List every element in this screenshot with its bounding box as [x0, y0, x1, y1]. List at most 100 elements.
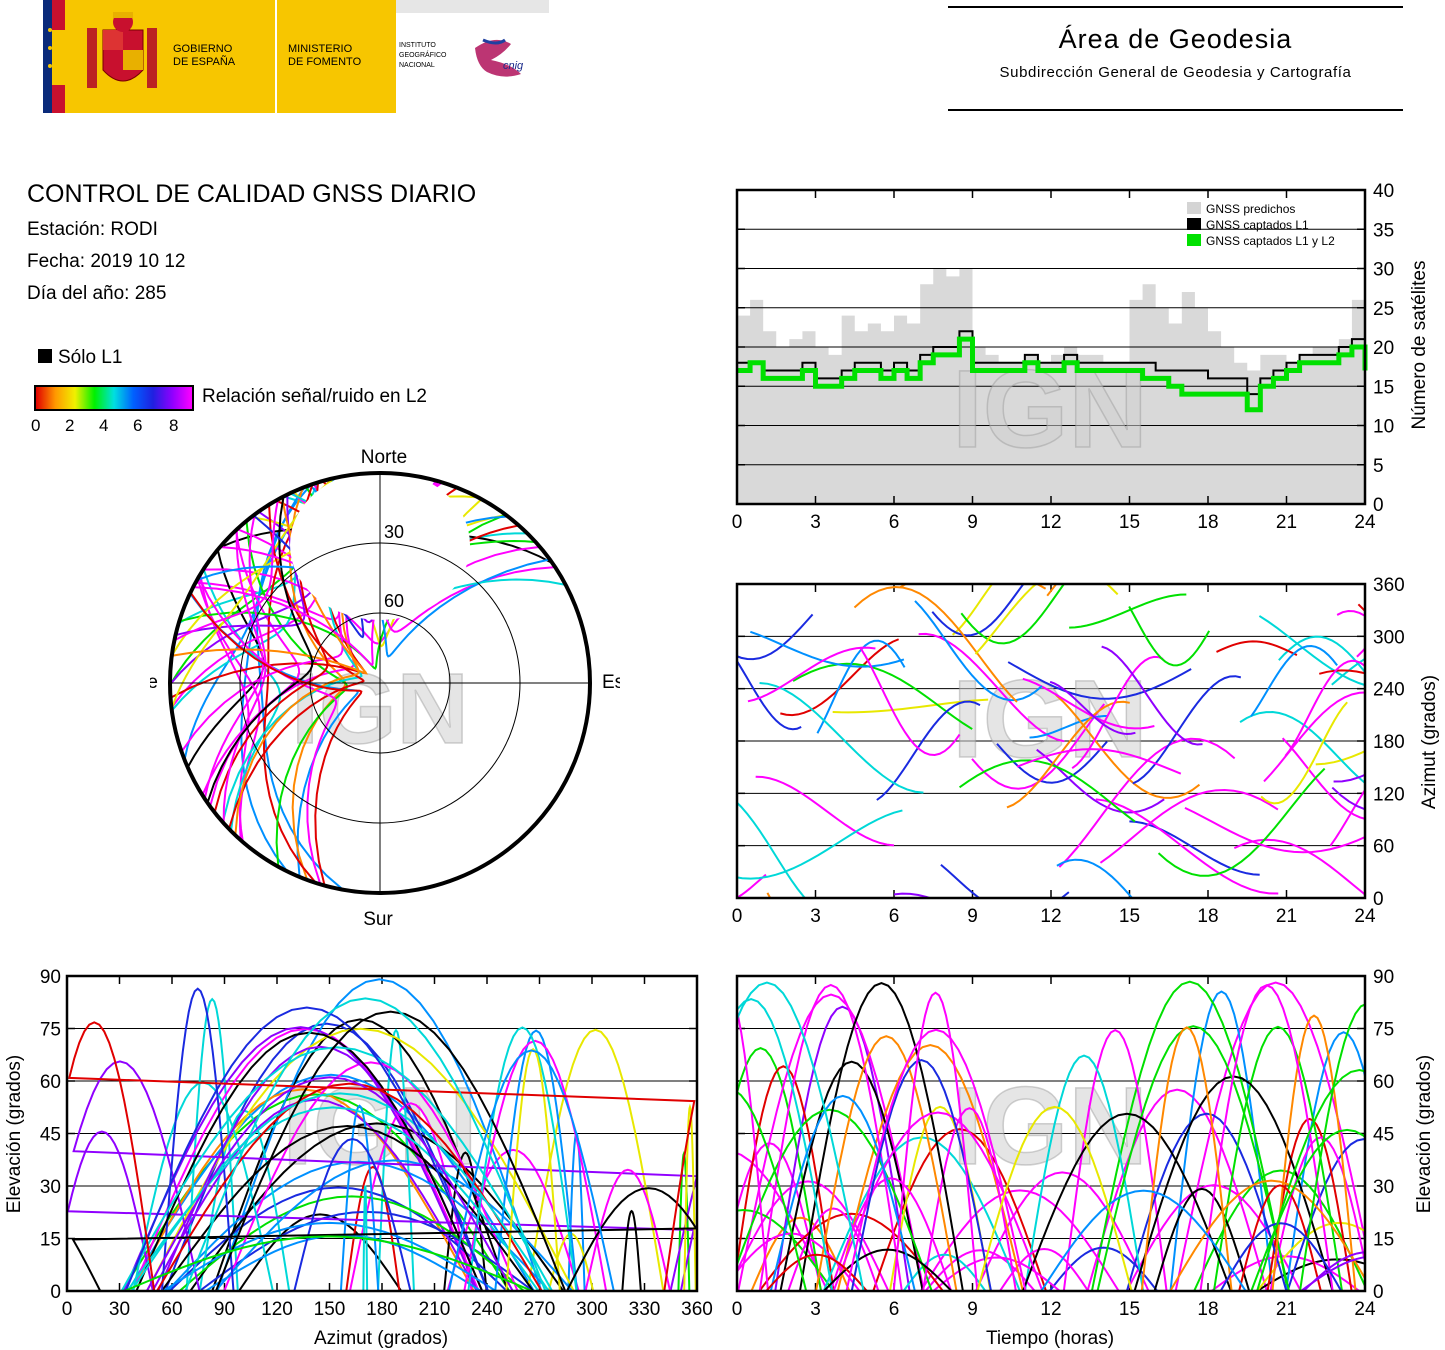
elevation-azimuth-chart: IGN 0 15 30 45 60 75 90 0 30 60 90 120 150 180 210 240 2…	[4, 967, 713, 1349]
azimuth-trace	[1284, 659, 1365, 757]
elevation-time-trace	[779, 1060, 924, 1291]
azimuth-trace	[1331, 786, 1365, 811]
satellites-legend: GNSS predichos GNSS captados L1 GNSS capta…	[1187, 202, 1335, 248]
azimuth-trace	[1216, 640, 1298, 656]
x-tick-label: 3	[810, 1299, 821, 1320]
elevation-azimuth-trace	[494, 1029, 578, 1291]
azimuth-trace	[759, 682, 924, 794]
azimuth-trace	[1101, 645, 1203, 746]
skyplot: Norte Sur Este Oeste IGN 30 60	[150, 447, 620, 930]
logo-min-line1: MINISTERIO	[288, 43, 353, 55]
elevation-azimuth-trace	[293, 1137, 412, 1291]
logo-ign-line2: GEOGRÁFICO	[399, 52, 447, 59]
x-tick-label: 12	[1040, 512, 1061, 533]
skyplot-south-label: Sur	[363, 909, 393, 930]
y-tick-label: 15	[1373, 1230, 1394, 1251]
elevation-azimuth-trace	[463, 1039, 608, 1291]
elevation-azimuth-trace	[145, 1076, 514, 1291]
series-l1l2-line	[737, 336, 1368, 413]
elevation-time-trace	[1285, 1031, 1365, 1291]
elevation-time-trace	[737, 1008, 769, 1291]
elevation-time-trace	[1299, 1003, 1365, 1291]
x-tick-label: 0	[732, 906, 743, 927]
x-tick-label: 240	[471, 1299, 503, 1320]
elevation-time-trace	[774, 1005, 911, 1291]
elevation-time-trace	[769, 1094, 916, 1291]
station-label: Estación: RODI	[27, 219, 158, 240]
azimuth-trace	[737, 613, 814, 661]
azimuth-trace	[974, 584, 1119, 655]
elevation-azimuth-trace	[160, 1125, 534, 1291]
legend-swatch	[1187, 234, 1201, 246]
x-tick-label: 360	[681, 1299, 713, 1320]
skyplot-border	[168, 471, 592, 895]
elevation-time-trace	[1219, 1222, 1343, 1291]
elevation-time-trace	[750, 1216, 851, 1291]
x-tick-label: 60	[161, 1299, 182, 1320]
elevation-time-trace	[850, 1059, 992, 1291]
elevation-azimuth-ylabel: Elevación (grados)	[4, 1055, 25, 1213]
azimuth-time-ticks: 0 60 120 180 240 300 360 0 3 6 9 12 15 18 21 24	[732, 575, 1405, 927]
y-tick-label: 60	[1373, 837, 1394, 858]
azimuth-trace	[1315, 750, 1365, 766]
elevation-azimuth-trace	[168, 1186, 508, 1291]
elevation-time-trace	[798, 982, 964, 1291]
elevation-azimuth-trace	[339, 1104, 380, 1291]
snr-tick: 0	[31, 416, 41, 435]
azimuth-trace	[1016, 748, 1182, 775]
elevation-time-trace	[1269, 1136, 1365, 1291]
snr-tick: 2	[65, 416, 75, 435]
y-tick-label: 60	[1373, 1072, 1394, 1093]
azimuth-trace	[1329, 788, 1365, 847]
y-tick-label: 240	[1373, 680, 1405, 701]
elevation-time-chart: IGN 0 15 30 45 60 75 90 0 3 6 9 12 15 18 21 24 Elevació…	[732, 967, 1435, 1349]
x-tick-label: 120	[261, 1299, 293, 1320]
y-tick-label: 20	[1373, 338, 1394, 359]
elevation-azimuth-ticks: 0 15 30 45 60 75 90 0 30 60 90 120 150 180 210 240 270 30…	[40, 967, 713, 1320]
skyplot-trace	[189, 591, 363, 886]
elevation-azimuth-trace	[160, 987, 235, 1291]
elevation-azimuth-trace	[146, 1027, 575, 1291]
x-tick-label: 21	[1276, 1299, 1297, 1320]
elevation-time-trace	[1140, 1026, 1233, 1291]
y-tick-label: 0	[1373, 889, 1384, 910]
elevation-time-trace	[1199, 984, 1334, 1291]
elevation-time-ylabel: Elevación (grados)	[1414, 1055, 1435, 1213]
elevation-time-trace	[1096, 1025, 1290, 1291]
y-tick-label: 15	[1373, 377, 1394, 398]
elevation-time-ticks: 0 15 30 45 60 75 90 0 3 6 9 12 15 18 21 24	[732, 967, 1394, 1320]
x-tick-label: 24	[1354, 1299, 1376, 1320]
legend-label: GNSS captados L1	[1206, 218, 1309, 232]
solo-l1-swatch	[38, 349, 52, 363]
date-label: Fecha: 2019 10 12	[27, 251, 186, 272]
elevation-azimuth-trace	[71, 1187, 697, 1291]
elevation-time-trace	[1300, 1256, 1365, 1291]
elevation-azimuth-trace	[189, 1122, 565, 1291]
skyplot-ring-label: 60	[384, 591, 404, 611]
elevation-time-trace	[1125, 1112, 1288, 1291]
elevation-time-trace	[976, 1105, 1133, 1291]
legend-swatch	[1187, 218, 1201, 230]
elevation-azimuth-trace	[151, 1098, 478, 1291]
azimuth-time-plot: IGN	[735, 582, 1367, 900]
elevation-azimuth-trace	[185, 997, 239, 1291]
azimuth-trace	[951, 584, 994, 636]
elevation-azimuth-xlabel: Azimut (grados)	[314, 1328, 448, 1349]
azimuth-trace	[1049, 680, 1136, 735]
header-rule-top	[948, 6, 1403, 8]
azimuth-time-chart: IGN 0 60 120 180 240 300 360 0 3 6 9 12 15 18 21 24 Azi…	[732, 575, 1440, 927]
azimuth-trace	[750, 630, 905, 668]
legend-label: GNSS captados L1 y L2	[1206, 234, 1335, 248]
x-tick-label: 9	[967, 1299, 978, 1320]
y-tick-label: 0	[50, 1282, 61, 1303]
azimuth-trace	[894, 892, 933, 898]
logo-ign-line1: INSTITUTO	[399, 42, 436, 49]
elevation-time-trace	[1302, 1251, 1365, 1291]
x-tick-label: 18	[1197, 1299, 1218, 1320]
y-tick-label: 15	[40, 1230, 61, 1251]
skyplot-trace	[227, 504, 365, 830]
azimuth-trace	[1157, 767, 1326, 877]
elevation-time-trace	[1153, 1187, 1251, 1291]
elevation-time-trace	[892, 991, 979, 1291]
elevation-time-trace	[1271, 1014, 1357, 1291]
